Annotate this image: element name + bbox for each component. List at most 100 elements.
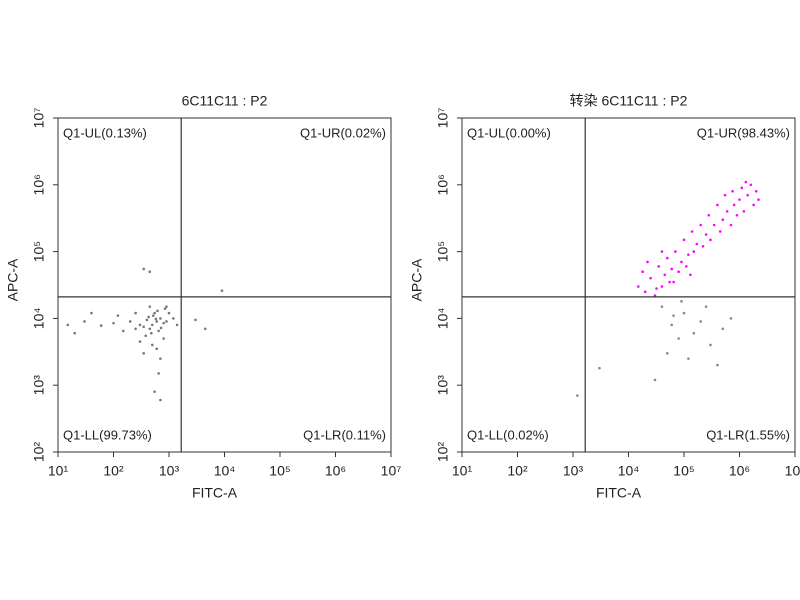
event-dot [752,203,755,207]
event-dot [150,331,153,335]
event-dot [153,311,156,315]
event-dot [172,317,175,320]
event-dot [742,210,746,213]
event-dot [709,238,712,242]
event-dot [709,343,712,347]
event-dot [157,372,160,375]
event-dot [668,280,671,284]
event-dot [165,305,168,308]
event-dot [90,311,93,315]
event-dot [665,352,669,355]
event-dot [159,357,162,360]
event-dot [712,223,716,227]
event-dot [148,305,152,308]
event-dot [142,267,145,271]
quadrant-label: Q1-LL(99.73%) [63,427,152,442]
event-dot [660,285,664,288]
event-dot [672,280,675,284]
event-dot [738,198,741,201]
event-dot [159,326,163,330]
event-dot [689,273,692,277]
x-tick-label: 10¹ [48,463,69,479]
event-dot [153,390,156,393]
event-dot [740,186,744,190]
event-dot [150,323,154,327]
event-dot [134,311,137,315]
y-tick-label: 10⁷ [31,108,47,129]
y-tick-label: 10⁵ [435,241,451,262]
event-dot [672,314,675,317]
event-dot [134,327,137,331]
plot-frame [57,117,392,453]
event-dot [163,307,167,310]
event-dot [203,327,207,331]
event-dot [155,320,158,323]
event-dot [699,223,703,227]
event-dot [757,198,760,201]
y-tick-label: 10⁷ [435,108,451,129]
event-dot [653,378,657,382]
event-dot [649,276,652,280]
y-tick-label: 10² [31,442,47,463]
event-dot [144,334,147,338]
x-tick-label: 10¹ [452,463,473,479]
x-tick-label: 10⁴ [214,463,236,479]
event-dot [154,317,158,321]
event-dot [695,242,699,246]
event-dot [66,323,70,327]
y-axis-label: APC-A [5,258,21,301]
y-tick-label: 10⁶ [31,174,47,195]
event-dot [725,210,729,213]
chart-title: 转染 6C11C11 : P2 [570,93,688,109]
event-dot [704,305,708,308]
event-dot [692,250,696,253]
event-dot [165,320,168,323]
x-tick-label: 10² [507,463,528,479]
x-tick-label: 10³ [159,463,180,479]
y-tick-label: 10⁴ [31,308,47,330]
event-dot [83,320,86,323]
event-dot [655,287,658,290]
event-dot [641,270,644,274]
event-dot [99,324,103,327]
event-dot [167,311,171,315]
x-tick-label: 10⁵ [269,463,290,479]
quadrant-label: Q1-LR(0.11%) [303,427,386,442]
event-dot [663,273,667,277]
event-dot [680,260,683,264]
event-dot [156,309,159,313]
event-dot [716,363,719,367]
x-tick-label: 10⁴ [618,463,640,479]
event-dot [680,300,683,303]
event-dot [157,329,160,333]
event-dot [128,320,132,323]
event-dot [112,321,115,325]
event-dot [194,318,197,322]
event-dot [643,290,647,294]
y-tick-label: 10² [435,442,451,463]
event-dot [657,265,660,268]
event-dot [665,256,669,260]
event-dot [159,317,162,320]
quadrant-label: Q1-UL(0.00%) [467,125,551,140]
event-dot [674,250,677,253]
event-dot [677,270,680,274]
quadrant-label: Q1-UR(98.43%) [697,125,790,140]
event-dot [660,250,664,253]
event-dot [754,189,758,193]
event-dot [670,323,673,327]
event-dot [746,193,749,197]
y-axis-label: APC-A [409,258,425,301]
x-tick-label: 10⁷ [381,463,402,479]
event-dot [148,270,152,274]
event-dot [145,318,149,322]
y-tick-label: 10⁶ [435,174,451,195]
event-dot [723,193,727,197]
x-axis-label: FITC-A [192,485,238,501]
event-dot [142,325,145,329]
event-dot [148,327,152,331]
event-dot [138,340,142,343]
event-dot [729,223,733,227]
x-tick-label: 10² [103,463,124,479]
event-dot [73,331,77,335]
